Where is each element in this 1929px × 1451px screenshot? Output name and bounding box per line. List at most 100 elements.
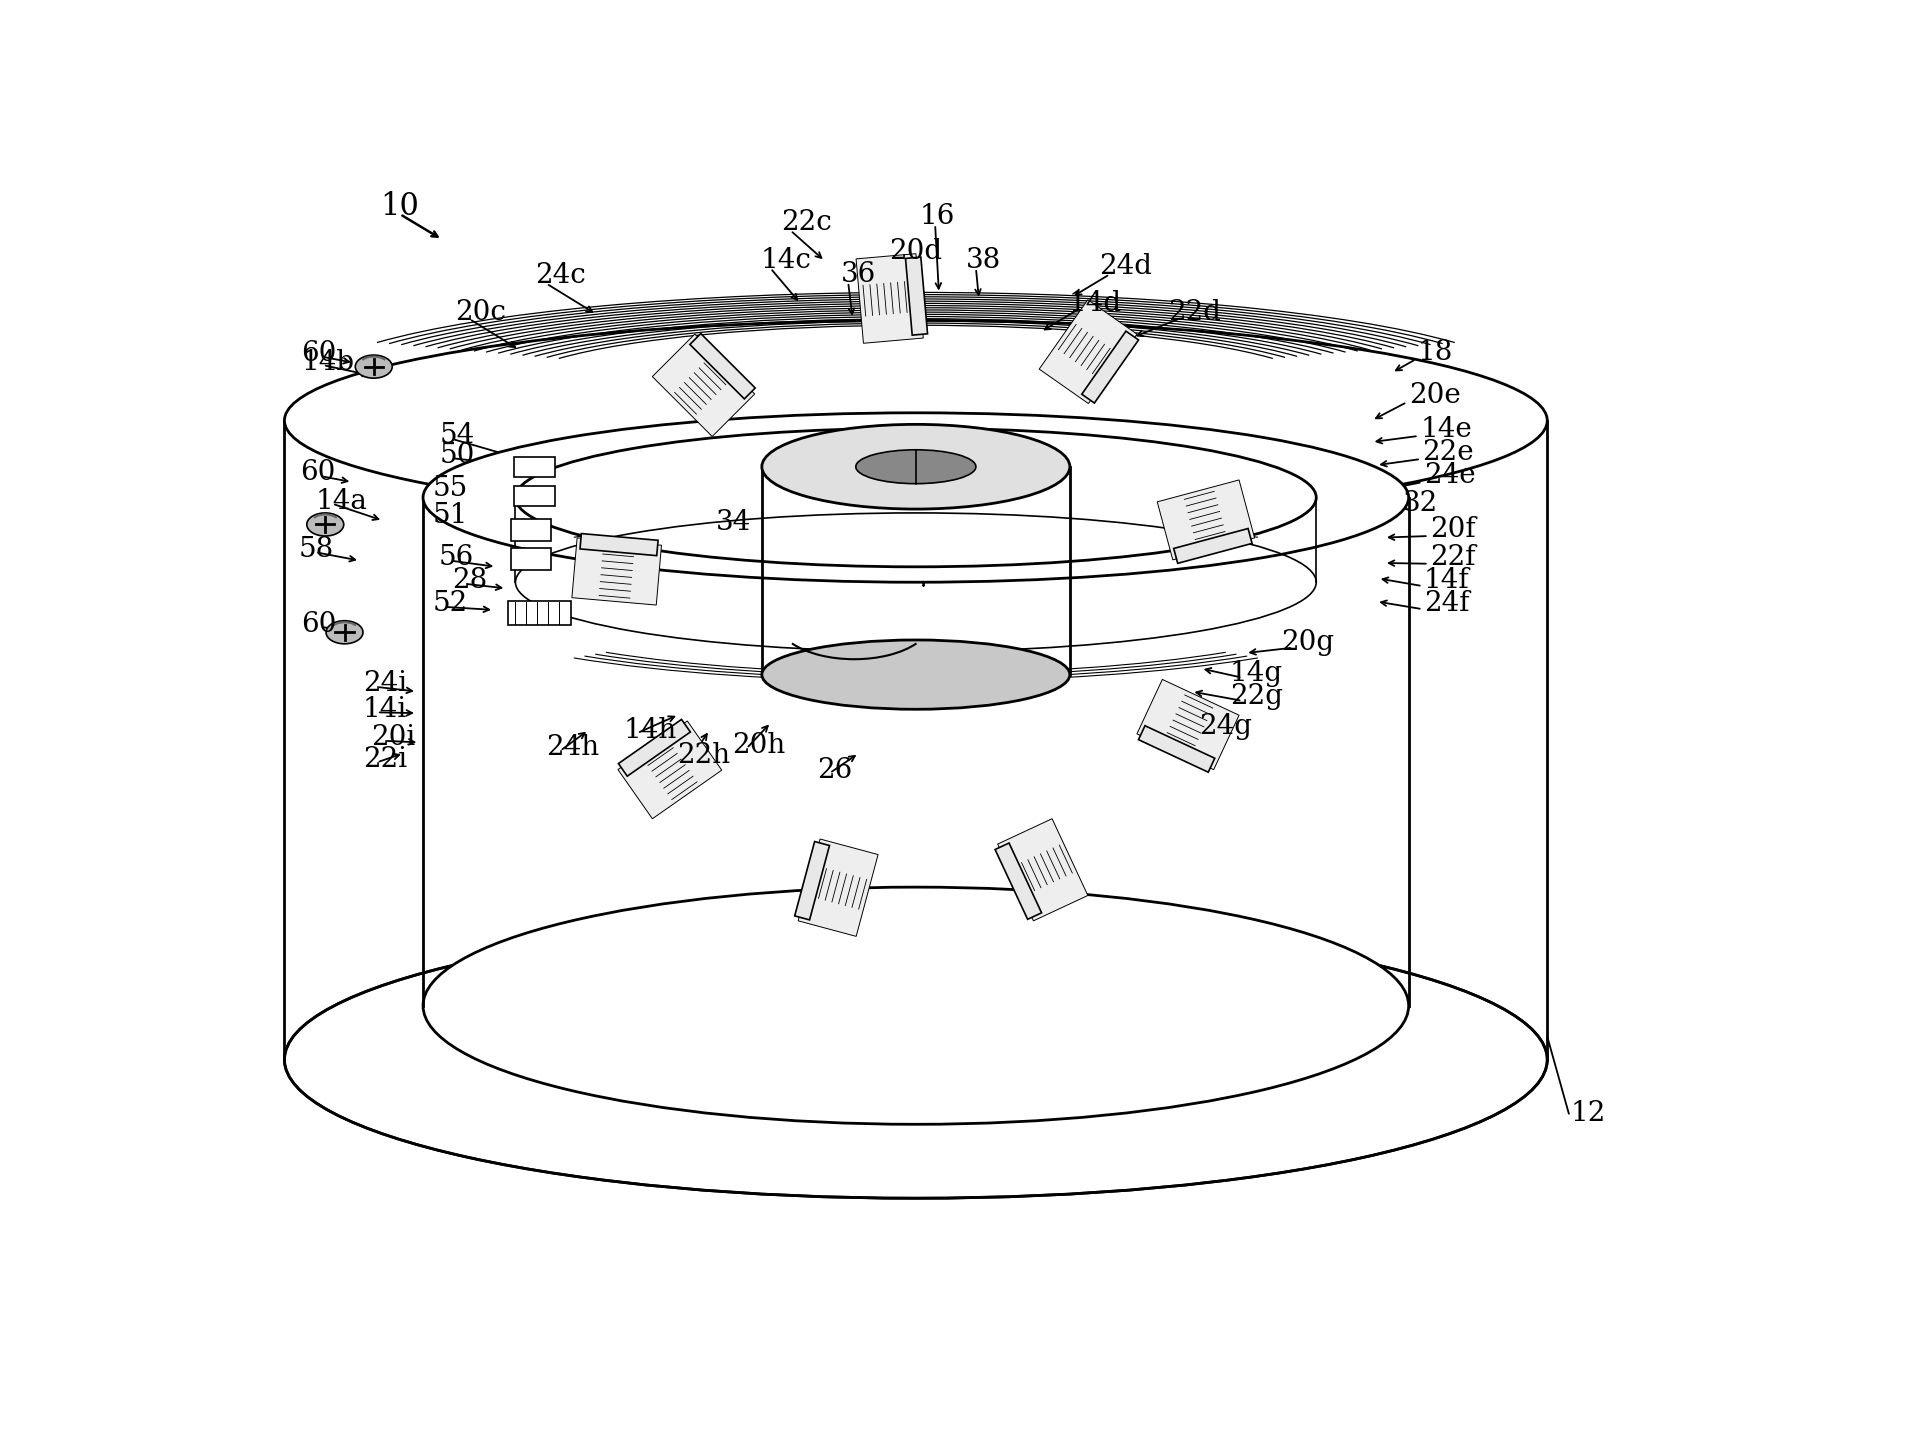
- Text: 14d: 14d: [1069, 290, 1121, 316]
- Polygon shape: [1044, 305, 1132, 399]
- Text: 22d: 22d: [1169, 299, 1221, 326]
- Polygon shape: [1173, 490, 1240, 550]
- Text: 10: 10: [380, 192, 421, 222]
- Polygon shape: [590, 548, 642, 595]
- Text: 20h: 20h: [733, 731, 785, 759]
- Text: 36: 36: [841, 261, 876, 287]
- Polygon shape: [619, 720, 691, 776]
- Polygon shape: [812, 859, 864, 916]
- Text: 20e: 20e: [1408, 383, 1460, 409]
- Polygon shape: [1053, 315, 1123, 389]
- Polygon shape: [629, 730, 712, 810]
- Text: 14f: 14f: [1424, 567, 1470, 593]
- Text: 24d: 24d: [1100, 252, 1152, 280]
- Polygon shape: [1152, 692, 1223, 757]
- Polygon shape: [1157, 691, 1219, 757]
- Text: 60: 60: [301, 611, 338, 638]
- Polygon shape: [617, 721, 721, 818]
- Text: 24f: 24f: [1424, 591, 1470, 617]
- Polygon shape: [571, 538, 662, 605]
- Text: 12: 12: [1570, 1100, 1605, 1127]
- Ellipse shape: [762, 640, 1071, 710]
- Polygon shape: [513, 486, 556, 506]
- Polygon shape: [586, 546, 646, 596]
- Polygon shape: [1167, 486, 1244, 553]
- Text: 14a: 14a: [314, 488, 367, 515]
- Text: 50: 50: [440, 443, 475, 470]
- Ellipse shape: [422, 887, 1408, 1125]
- Polygon shape: [804, 849, 872, 926]
- Text: 24e: 24e: [1424, 463, 1476, 489]
- Text: 51: 51: [432, 502, 467, 528]
- Text: 20f: 20f: [1429, 517, 1476, 543]
- Polygon shape: [997, 818, 1088, 921]
- Polygon shape: [594, 543, 640, 601]
- Text: 22h: 22h: [677, 741, 731, 769]
- Text: 16: 16: [920, 203, 955, 229]
- Polygon shape: [795, 842, 829, 920]
- Ellipse shape: [355, 355, 392, 379]
- Text: 14i: 14i: [363, 696, 407, 723]
- Text: 60: 60: [299, 460, 336, 486]
- Polygon shape: [866, 273, 912, 324]
- Text: 38: 38: [966, 247, 1001, 274]
- Polygon shape: [1179, 489, 1233, 551]
- Text: 14g: 14g: [1231, 660, 1283, 686]
- Polygon shape: [623, 726, 718, 814]
- Polygon shape: [1009, 839, 1076, 901]
- Text: 58: 58: [299, 537, 334, 563]
- Polygon shape: [1157, 695, 1219, 753]
- Polygon shape: [1057, 321, 1119, 383]
- Text: 60: 60: [301, 340, 338, 367]
- Polygon shape: [511, 519, 552, 541]
- Text: 22g: 22g: [1231, 682, 1283, 710]
- Polygon shape: [658, 340, 750, 431]
- Polygon shape: [1005, 829, 1080, 911]
- Text: 54: 54: [440, 422, 475, 450]
- Ellipse shape: [515, 428, 1316, 567]
- Polygon shape: [671, 354, 735, 416]
- Polygon shape: [507, 601, 571, 625]
- Text: 22c: 22c: [781, 209, 831, 237]
- Polygon shape: [1047, 311, 1128, 393]
- Text: 26: 26: [818, 757, 853, 785]
- Polygon shape: [806, 860, 870, 916]
- Text: 22i: 22i: [363, 746, 407, 773]
- Polygon shape: [1177, 493, 1235, 546]
- Polygon shape: [864, 268, 914, 329]
- Polygon shape: [856, 254, 924, 344]
- Ellipse shape: [856, 450, 976, 483]
- Polygon shape: [1148, 688, 1229, 762]
- Polygon shape: [581, 534, 658, 556]
- Polygon shape: [905, 257, 928, 335]
- Text: 20g: 20g: [1281, 628, 1335, 656]
- Polygon shape: [1001, 824, 1084, 916]
- Text: 24c: 24c: [534, 263, 584, 289]
- Text: 20c: 20c: [455, 299, 505, 326]
- Polygon shape: [1173, 528, 1252, 563]
- Text: 18: 18: [1418, 340, 1453, 366]
- Text: 55: 55: [432, 474, 467, 502]
- Ellipse shape: [422, 414, 1408, 582]
- Polygon shape: [513, 457, 556, 477]
- Polygon shape: [633, 734, 706, 805]
- Polygon shape: [669, 351, 737, 419]
- Ellipse shape: [762, 424, 1071, 509]
- Polygon shape: [1136, 679, 1238, 769]
- Polygon shape: [858, 258, 920, 338]
- Polygon shape: [1040, 300, 1136, 403]
- Text: 20i: 20i: [370, 724, 415, 752]
- Polygon shape: [1157, 480, 1254, 560]
- Polygon shape: [662, 344, 745, 427]
- Ellipse shape: [284, 921, 1547, 1199]
- Polygon shape: [581, 543, 652, 599]
- Ellipse shape: [284, 321, 1547, 521]
- Polygon shape: [1053, 319, 1123, 385]
- Polygon shape: [1163, 483, 1250, 556]
- Ellipse shape: [326, 621, 363, 644]
- Polygon shape: [860, 276, 918, 322]
- Polygon shape: [1015, 839, 1073, 900]
- Polygon shape: [511, 548, 552, 570]
- Polygon shape: [637, 736, 702, 804]
- Polygon shape: [802, 844, 874, 932]
